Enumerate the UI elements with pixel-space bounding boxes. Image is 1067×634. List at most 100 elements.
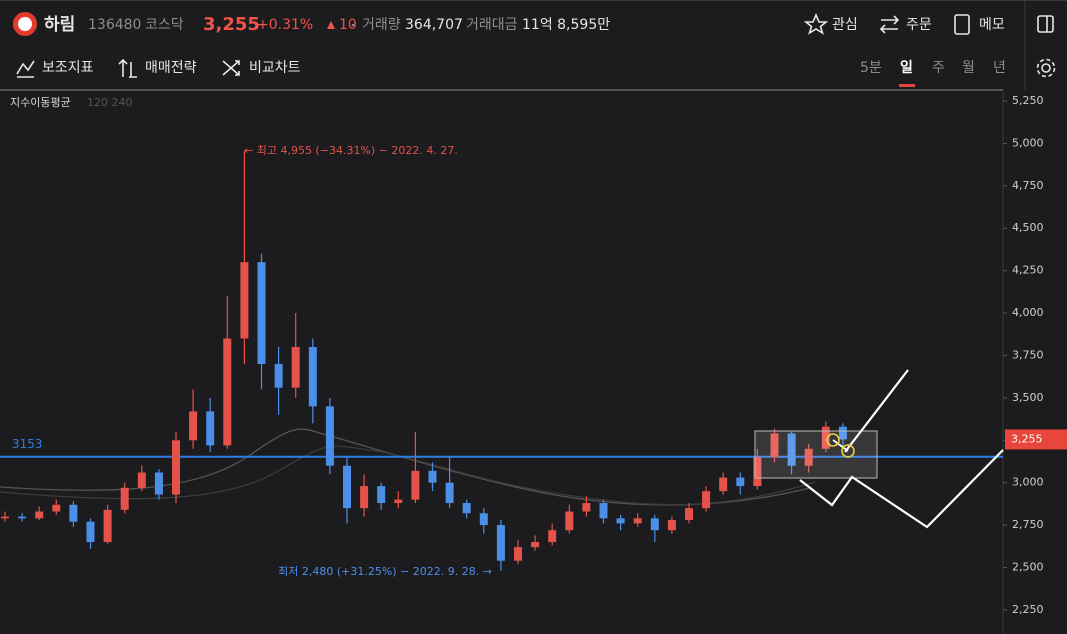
candle-body: [616, 518, 625, 524]
indicator-label: 지수이동평균: [10, 96, 71, 109]
candle-body: [69, 504, 78, 522]
y-tick-label: 2,250: [1012, 603, 1044, 616]
up-arrow: [327, 21, 335, 29]
candle-body: [52, 504, 61, 512]
memo-button[interactable]: 메모: [979, 17, 1005, 33]
candle-body: [821, 426, 830, 449]
candle-body: [325, 406, 334, 466]
candle-body: [548, 530, 557, 543]
candle-body: [633, 518, 642, 524]
candle-body: [291, 346, 300, 388]
candle-body: [838, 426, 847, 440]
y-tick-label: 3,000: [1012, 476, 1044, 489]
candle-body: [479, 513, 488, 526]
indicator-params: 120 240: [87, 96, 133, 109]
candle-body: [496, 525, 505, 561]
logo-inner: [18, 17, 32, 31]
candle-body: [394, 499, 403, 504]
y-tick-label: 2,750: [1012, 518, 1044, 531]
tool[interactable]: 보조지표: [42, 60, 94, 76]
drawn-box[interactable]: [754, 430, 878, 479]
candle-body: [103, 509, 112, 543]
candle-body: [1, 516, 9, 519]
candle-body: [531, 542, 540, 548]
indicator-icon[interactable]: [16, 60, 35, 78]
last-price-box: [1005, 429, 1067, 450]
period-tab[interactable]: 월: [962, 60, 975, 76]
candle-body: [360, 486, 369, 509]
y-tick-label: 4,500: [1012, 221, 1044, 234]
candle-body: [667, 520, 676, 531]
order-icon[interactable]: [879, 15, 900, 34]
volume: 364,707: [405, 17, 463, 33]
drawn-zigzag[interactable]: [799, 449, 1004, 529]
candle-body: [137, 472, 146, 488]
amount: 11억 8,595만: [522, 17, 610, 33]
candle-body: [308, 346, 317, 407]
change: 10: [339, 17, 357, 33]
y-tick-label: 2,500: [1012, 561, 1044, 574]
period-tabs: 5분 일 주 월 년: [860, 60, 1006, 87]
period-tab[interactable]: 년: [993, 60, 1006, 76]
candle-body: [154, 472, 163, 495]
candle-body: [736, 477, 745, 487]
y-tick-label: 5,250: [1012, 94, 1044, 107]
tool[interactable]: 비교차트: [249, 60, 301, 76]
drawn-line[interactable]: [844, 369, 909, 453]
candle-body: [223, 338, 232, 446]
order-button[interactable]: 주문: [906, 17, 932, 33]
drawn-point[interactable]: [826, 433, 840, 447]
period-tab[interactable]: 5분: [860, 60, 882, 76]
candle-body: [206, 411, 215, 446]
ema-240: [0, 445, 816, 506]
panel-icon[interactable]: [1037, 15, 1054, 33]
candle-body: [787, 433, 796, 466]
plot: 2,2502,5002,7503,0003,2503,5003,7504,000…: [0, 94, 1067, 616]
candle-body: [240, 262, 249, 339]
low-note: 최저 2,480 (+31.25%) − 2022. 9. 28. →: [278, 565, 492, 578]
settings-icon-gear: [1036, 58, 1056, 78]
period-tab[interactable]: 주: [932, 60, 945, 76]
y-tick-label: 4,750: [1012, 179, 1044, 192]
strategy-icon[interactable]: [118, 58, 137, 78]
drawn-line[interactable]: [832, 439, 849, 452]
candle-body: [650, 518, 659, 531]
compare-icon[interactable]: [222, 60, 240, 76]
candle-body: [120, 487, 129, 510]
candle-body: [274, 363, 283, 388]
candle-body: [770, 433, 779, 458]
volume-label: 거래량: [362, 17, 401, 33]
candle-body: [445, 482, 454, 504]
candle-body: [189, 411, 198, 441]
candle-body: [462, 503, 471, 514]
period-tab[interactable]: 일: [900, 60, 913, 76]
candle-body: [257, 262, 266, 364]
settings-icon[interactable]: [1041, 63, 1051, 73]
star-icon[interactable]: [803, 12, 829, 35]
candle-body: [804, 448, 813, 466]
stock-name: 하림: [44, 15, 75, 35]
candle-body: [18, 516, 27, 519]
last-price-label: 3,255: [1011, 432, 1043, 445]
tool[interactable]: 매매전략: [145, 60, 197, 76]
stock-code: 136480: [88, 17, 141, 33]
y-tick-label: 4,000: [1012, 306, 1044, 319]
candle-body: [582, 503, 591, 512]
reference-label: 3153: [12, 437, 43, 451]
candle-body: [599, 503, 608, 519]
drawn-point[interactable]: [841, 444, 855, 458]
candle-body: [719, 477, 728, 492]
memo-icon[interactable]: [954, 14, 970, 35]
favorite-button[interactable]: 관심: [832, 17, 858, 33]
market: 코스닥: [145, 17, 184, 33]
candle-body: [35, 511, 44, 519]
y-tick-label: 3,500: [1012, 391, 1044, 404]
candle-body: [428, 470, 437, 483]
top-border: [0, 0, 1067, 1]
candle-body: [172, 440, 180, 495]
candle-body: [377, 486, 386, 504]
candle-body: [514, 547, 522, 561]
candle-body: [565, 511, 574, 531]
candle-body: [685, 508, 693, 521]
